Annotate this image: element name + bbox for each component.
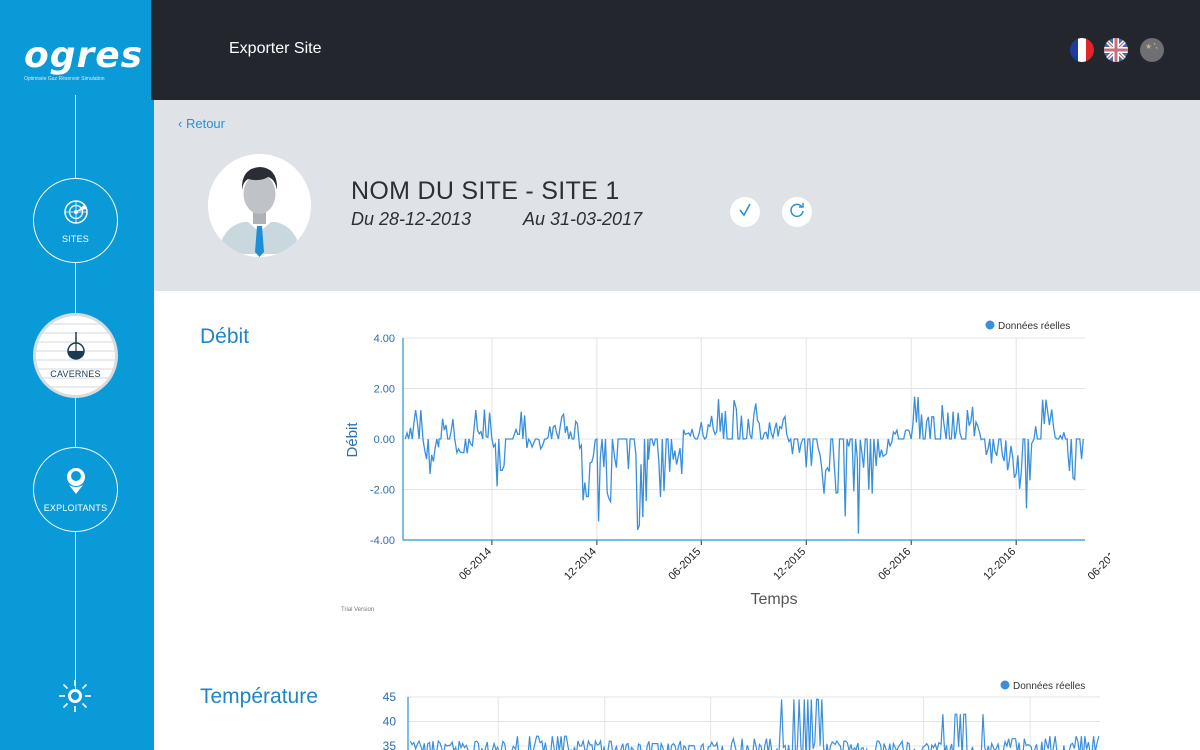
- x-tick-label: 06-2015: [666, 546, 703, 583]
- debit-chart: 4.00 2.00 0.00 -2.00 -4.00 06-2014 12-2014 06-2…: [344, 320, 1110, 608]
- fr-flag-icon[interactable]: [1070, 38, 1094, 62]
- radar-icon: [61, 197, 91, 227]
- back-label: Retour: [185, 116, 225, 131]
- trial-version-label: Trial Version: [341, 607, 375, 613]
- y-tick-label: 2.00: [374, 384, 395, 396]
- chevron-left-icon: ‹: [178, 116, 183, 131]
- user-icon: [61, 466, 91, 496]
- x-tick-label: 06-2014: [457, 546, 494, 583]
- uk-flag-icon[interactable]: [1104, 38, 1128, 62]
- sidebar-item-cavernes[interactable]: CAVERNES: [33, 313, 118, 398]
- check-icon: [737, 202, 753, 223]
- sidebar: ogres Optimisée Gaz Réservoir Simulation…: [0, 0, 154, 750]
- temperature-section-title: Température: [200, 685, 318, 708]
- site-name: NOM DU SITE - SITE 1: [351, 177, 620, 205]
- date-to: Au 31-03-2017: [523, 209, 643, 229]
- sidebar-item-sites[interactable]: SITES: [33, 178, 118, 263]
- debit-series-line: [404, 396, 1084, 534]
- refresh-button[interactable]: [782, 197, 812, 227]
- cavern-icon: [61, 332, 91, 362]
- temperature-chart: 45 40 35 Données réelles: [383, 680, 1100, 750]
- y-tick-label: 35: [383, 739, 397, 750]
- debit-section-title: Débit: [200, 325, 250, 348]
- top-bar: Exporter Site ★ ★ ★: [151, 0, 1200, 100]
- y-tick-label: -2.00: [370, 485, 395, 497]
- temperature-series-line: [409, 698, 1100, 750]
- svg-text:★: ★: [1145, 42, 1152, 51]
- legend-label: Données réelles: [1013, 681, 1085, 692]
- legend-marker: [985, 320, 995, 330]
- logo-text: ogres: [24, 35, 144, 76]
- y-tick-label: 45: [383, 690, 397, 704]
- y-tick-label: -4.00: [370, 535, 395, 547]
- y-tick-label: 0.00: [374, 434, 395, 446]
- sidebar-item-label: SITES: [61, 234, 89, 244]
- y-tick-label: 4.00: [374, 333, 395, 345]
- legend-label: Données réelles: [998, 321, 1070, 332]
- validate-button[interactable]: [730, 197, 760, 227]
- sun-icon[interactable]: [57, 678, 93, 714]
- site-header: ‹ Retour NOM DU SITE - SITE 1 Du 28-12-2…: [154, 100, 1200, 291]
- x-tick-label: 06-2017: [1086, 546, 1110, 583]
- page-title: Exporter Site: [229, 40, 322, 57]
- svg-text:★: ★: [1155, 46, 1158, 50]
- ogres-logo[interactable]: ogres Optimisée Gaz Réservoir Simulation: [24, 35, 144, 84]
- x-tick-label: 12-2016: [981, 546, 1018, 583]
- legend-marker: [1000, 680, 1010, 690]
- refresh-icon: [788, 201, 806, 224]
- x-tick-label: 12-2014: [562, 546, 599, 583]
- avatar: [208, 154, 311, 257]
- back-link[interactable]: ‹ Retour: [178, 116, 225, 131]
- sidebar-item-label: EXPLOITANTS: [43, 503, 108, 513]
- y-tick-label: 40: [383, 715, 397, 729]
- svg-text:★: ★: [1153, 42, 1156, 46]
- x-tick-label: 06-2016: [876, 546, 913, 583]
- x-tick-label: 12-2015: [771, 546, 808, 583]
- sidebar-item-exploitants[interactable]: EXPLOITANTS: [33, 447, 118, 532]
- y-axis-label: Débit: [344, 422, 361, 458]
- logo-subtitle: Optimisée Gaz Réservoir Simulation: [24, 76, 105, 82]
- sidebar-item-label: CAVERNES: [50, 369, 101, 379]
- date-from: Du 28-12-2013: [351, 209, 472, 229]
- cn-flag-icon[interactable]: ★ ★ ★: [1140, 38, 1164, 62]
- x-axis-label: Temps: [750, 591, 797, 608]
